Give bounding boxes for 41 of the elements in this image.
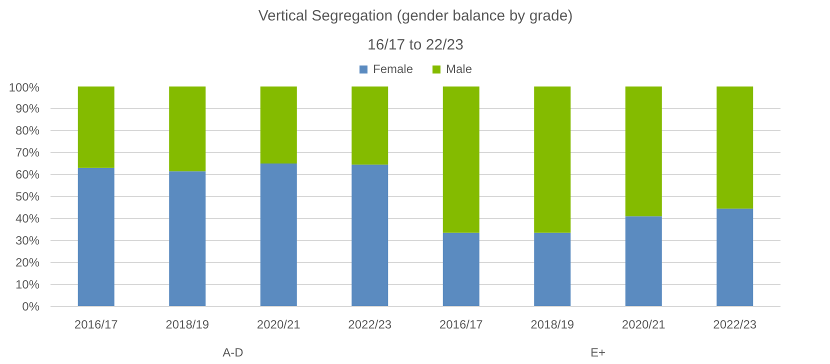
x-tick-label: 2016/17 [439,318,484,332]
y-tick-label: 0% [22,300,40,314]
x-tick-label: 2022/23 [713,318,757,332]
legend-label: Female [372,62,413,76]
y-tick-label: 70% [15,146,40,160]
y-tick-label: 40% [15,212,40,226]
y-tick-label: 10% [15,278,40,292]
bar [534,232,571,306]
bar [169,86,206,172]
bar [716,86,754,209]
bar [442,232,480,306]
chart-subtitle: 16/17 to 22/23 [368,36,464,54]
bar [716,208,754,306]
bar [169,171,206,306]
bar [442,86,480,233]
bar [534,86,571,233]
y-tick-label: 80% [15,124,40,138]
bar [352,86,388,165]
text: A-D [222,346,244,360]
bar [625,86,662,216]
x-tick-label: 2018/19 [530,318,574,332]
bar [625,216,662,306]
x-tick-label: 2016/17 [74,318,118,332]
bar [352,164,388,306]
legend-label: Male [446,62,472,76]
bar [260,86,297,164]
y-tick-label: 60% [15,168,40,182]
x-tick-label: 2020/21 [256,318,301,332]
chart-title: Vertical Segregation (gender balance by grade) [258,8,573,24]
y-tick-label: 100% [8,80,40,94]
y-tick-label: 90% [15,102,40,116]
y-tick-label: 50% [15,190,40,204]
bar [260,164,297,306]
bar [78,168,114,306]
text: E+ [590,346,606,360]
y-tick-label: 20% [15,256,40,270]
x-tick-label: 2020/21 [622,318,666,332]
x-tick-label: 2018/19 [166,318,210,332]
bar [78,86,114,168]
x-tick-label: 2022/23 [348,318,392,332]
y-tick-label: 30% [15,234,40,248]
